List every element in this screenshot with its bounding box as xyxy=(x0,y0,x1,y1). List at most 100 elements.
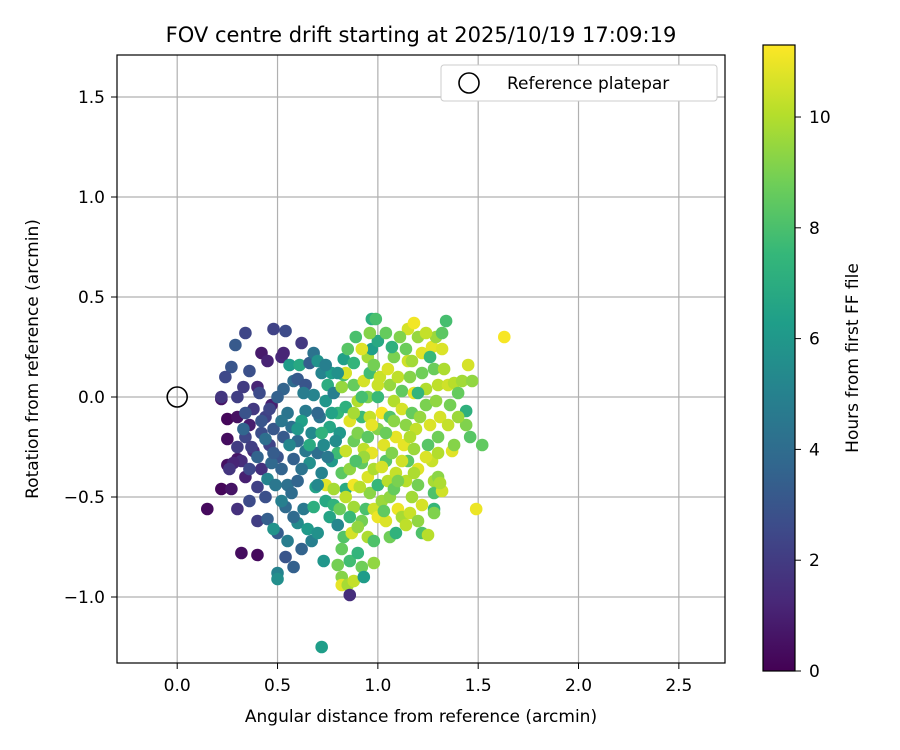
data-point xyxy=(279,324,292,338)
x-tick-label: 0.5 xyxy=(264,676,291,696)
data-point xyxy=(231,390,244,404)
data-point xyxy=(317,554,330,568)
data-point xyxy=(275,494,288,508)
data-point xyxy=(405,490,419,504)
data-point xyxy=(283,438,296,452)
data-point xyxy=(411,386,425,400)
y-tick-label: −0.5 xyxy=(64,488,105,508)
chart-title: FOV centre drift starting at 2025/10/19 … xyxy=(166,23,677,47)
data-point xyxy=(277,346,290,360)
data-point xyxy=(379,326,393,340)
data-point xyxy=(413,410,427,424)
data-point xyxy=(411,514,425,528)
data-point xyxy=(403,430,417,444)
data-point xyxy=(437,362,451,376)
data-point xyxy=(447,438,461,452)
data-point xyxy=(389,526,403,540)
data-point xyxy=(253,386,266,400)
data-point xyxy=(261,512,274,526)
data-point xyxy=(287,510,300,524)
data-point xyxy=(327,482,341,496)
data-point xyxy=(395,402,409,416)
data-point xyxy=(200,502,214,516)
data-point xyxy=(243,364,256,378)
plot-frame xyxy=(116,54,726,664)
data-point xyxy=(351,520,365,534)
data-point xyxy=(407,442,421,456)
data-point xyxy=(311,406,324,420)
x-tick-label: 2.0 xyxy=(565,676,592,696)
data-point xyxy=(299,404,312,418)
colorbar-tick-label: 2 xyxy=(809,551,820,571)
data-point xyxy=(335,380,349,394)
data-point xyxy=(431,378,445,392)
data-point xyxy=(239,406,252,420)
data-point xyxy=(287,560,300,574)
data-point xyxy=(419,450,433,464)
data-point xyxy=(331,518,345,532)
data-point xyxy=(399,518,413,532)
data-point xyxy=(311,526,324,540)
data-point xyxy=(223,462,236,476)
data-point xyxy=(355,342,369,356)
x-tick-label: 1.0 xyxy=(364,676,391,696)
data-point xyxy=(363,486,377,500)
data-point xyxy=(405,354,419,368)
data-point xyxy=(337,352,351,366)
data-point xyxy=(407,316,421,330)
data-point xyxy=(307,500,320,514)
data-point xyxy=(419,326,433,340)
data-point xyxy=(387,414,401,428)
data-point xyxy=(371,378,385,392)
data-point xyxy=(375,460,389,474)
data-point xyxy=(307,388,320,402)
data-point xyxy=(235,546,248,560)
data-point xyxy=(295,336,308,350)
data-point xyxy=(325,406,339,420)
data-point xyxy=(475,438,489,452)
data-point xyxy=(431,430,445,444)
data-point xyxy=(259,490,272,504)
data-point xyxy=(411,478,425,492)
data-point xyxy=(237,422,250,436)
data-point xyxy=(379,514,393,528)
data-point xyxy=(385,446,399,460)
data-point xyxy=(377,438,391,452)
data-point xyxy=(319,358,332,372)
y-tick-label: −1.0 xyxy=(64,588,105,608)
data-point xyxy=(281,534,294,548)
x-axis-ticks: 0.0 0.5 1.0 1.5 2.0 2.5 xyxy=(164,663,692,696)
data-point xyxy=(387,350,401,364)
data-point xyxy=(365,418,379,432)
data-point xyxy=(291,422,304,436)
data-point xyxy=(463,430,477,444)
y-tick-label: 0.0 xyxy=(78,388,105,408)
data-point xyxy=(427,362,441,376)
data-point xyxy=(225,360,238,374)
data-point xyxy=(497,330,511,344)
data-point xyxy=(335,542,349,556)
data-point xyxy=(347,378,361,392)
data-point xyxy=(251,548,264,562)
data-point xyxy=(291,474,304,488)
data-point xyxy=(465,374,479,388)
data-point xyxy=(295,542,308,556)
y-tick-label: 0.5 xyxy=(78,288,105,308)
data-point xyxy=(357,570,371,584)
data-point xyxy=(459,418,473,432)
data-point xyxy=(323,510,336,524)
data-point xyxy=(395,384,409,398)
data-point xyxy=(311,478,324,492)
data-point xyxy=(441,418,455,432)
data-point xyxy=(319,394,332,408)
data-point xyxy=(261,354,274,368)
data-point xyxy=(347,574,361,588)
colorbar-tick-label: 4 xyxy=(809,440,820,460)
data-point xyxy=(267,322,280,336)
data-point xyxy=(269,478,282,492)
data-point xyxy=(369,312,383,326)
data-point xyxy=(315,640,328,654)
data-point xyxy=(377,504,391,518)
data-point xyxy=(237,380,250,394)
data-point xyxy=(431,446,445,460)
